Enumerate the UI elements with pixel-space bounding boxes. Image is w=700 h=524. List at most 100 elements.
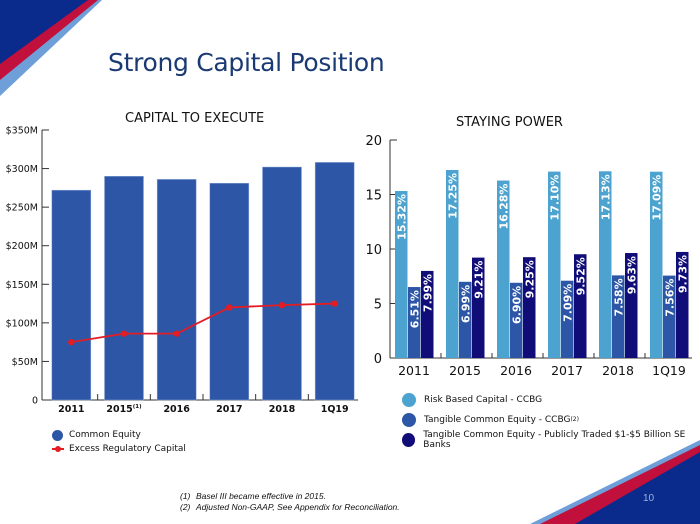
common-equity-bar — [104, 176, 144, 401]
left-y-tick-label: $150M — [6, 280, 38, 291]
legend-swatch-tce-peers — [402, 433, 416, 447]
staying-power-bar-series-1 — [459, 281, 472, 358]
right-y-tick-label: 10 — [365, 243, 382, 258]
left-x-tick-superscript: (1) — [133, 404, 142, 410]
page-number: 10 — [643, 493, 655, 504]
left-y-tick-label: $100M — [6, 318, 38, 329]
staying-power-bar-series-2 — [574, 254, 587, 358]
staying-power-bar-series-2 — [472, 257, 485, 358]
legend-item-tce-peers: Tangible Common Equity - Publicly Traded… — [402, 430, 700, 450]
left-x-tick-label-text: 2018 — [269, 404, 296, 415]
left-y-tick-label: $200M — [6, 241, 38, 252]
footnotes: (1) Basel III became effective in 2015. (… — [180, 491, 400, 513]
staying-power-data-label: 16.28% — [497, 184, 510, 230]
right-x-tick-label: 2018 — [602, 363, 634, 378]
staying-power-data-label: 7.58% — [612, 278, 625, 316]
staying-power-data-label: 7.09% — [561, 284, 574, 322]
staying-power-bar-series-0 — [548, 171, 561, 358]
legend-swatch-excess-capital — [52, 446, 64, 452]
left-x-tick-label-text: 2017 — [216, 404, 242, 415]
legend-label-tce-ccbg: Tangible Common Equity - CCBG — [424, 415, 571, 425]
right-y-tick-label: 15 — [365, 189, 382, 204]
right-x-tick-label: 2011 — [398, 363, 430, 378]
staying-power-bar-series-2 — [625, 253, 638, 358]
staying-power-bar-series-2 — [523, 257, 536, 358]
staying-power-bar-series-0 — [497, 180, 510, 358]
page-title: Strong Capital Position — [108, 48, 385, 77]
staying-power-data-label: 9.21% — [472, 261, 485, 299]
staying-power-bar-series-1 — [510, 282, 523, 358]
left-y-tick-label: 0 — [32, 396, 38, 407]
left-y-tick-label: $50M — [12, 357, 38, 368]
staying-power-bar-series-2 — [676, 251, 689, 358]
legend-superscript-tce-ccbg: (2) — [570, 415, 579, 423]
common-equity-bar — [51, 189, 92, 401]
staying-power-data-label: 6.90% — [510, 286, 523, 324]
left-y-tick-label: $250M — [6, 203, 38, 214]
left-y-tick-label: $300M — [6, 164, 38, 175]
left-y-tick-label: $350M — [6, 126, 38, 137]
common-equity-bar — [209, 182, 250, 401]
excess-regulatory-capital-point — [278, 301, 286, 309]
staying-power-data-label: 7.99% — [421, 274, 434, 312]
common-equity-bar — [156, 179, 197, 401]
right-y-tick-label: 0 — [374, 352, 382, 367]
right-x-tick-label: 2017 — [551, 363, 583, 378]
legend-label-risk-based: Risk Based Capital - CCBG — [424, 395, 543, 405]
common-equity-bar — [262, 166, 302, 401]
staying-power-data-label: 17.09% — [650, 175, 663, 221]
legend-swatch-tce-ccbg — [402, 413, 416, 427]
left-x-tick-label: 2018 — [269, 404, 296, 415]
right-x-tick-label: 2015 — [449, 363, 481, 378]
staying-power-bar-series-0 — [599, 171, 612, 358]
staying-power-bar-series-1 — [663, 275, 676, 358]
footnote-2: (2) Adjusted Non-GAAP, See Appendix for R… — [180, 502, 400, 513]
left-x-tick-label: 2016 — [163, 404, 190, 415]
top-left-navy-triangle — [0, 0, 88, 64]
excess-regulatory-capital-point — [226, 304, 233, 311]
footnote-2-number: (2) — [180, 502, 191, 512]
footnote-2-text: Adjusted Non-GAAP, See Appendix for Reco… — [196, 502, 400, 512]
staying-power-data-label: 17.10% — [548, 175, 561, 221]
staying-power-bar-series-0 — [395, 191, 408, 358]
staying-power-bar-series-2 — [421, 270, 434, 358]
right-chart-title: STAYING POWER — [456, 115, 563, 130]
left-x-tick-label: 2011 — [58, 404, 84, 415]
staying-power-data-label: 7.56% — [663, 279, 676, 317]
right-legend: Risk Based Capital - CCBG Tangible Commo… — [402, 390, 700, 450]
legend-item-risk-based: Risk Based Capital - CCBG — [402, 390, 700, 410]
footnote-1: (1) Basel III became effective in 2015. — [180, 491, 400, 502]
common-equity-bar — [314, 162, 355, 401]
left-x-tick-label-text: 2016 — [163, 404, 190, 415]
legend-label-common-equity: Common Equity — [69, 430, 141, 440]
staying-power-data-label: 15.32% — [395, 194, 408, 240]
staying-power-bar-series-1 — [561, 280, 574, 358]
left-chart-title: CAPITAL TO EXECUTE — [125, 111, 265, 126]
left-x-tick-label-text: 2011 — [58, 404, 84, 415]
legend-item-common-equity: Common Equity — [52, 428, 186, 442]
legend-swatch-risk-based — [402, 393, 416, 407]
staying-power-data-label: 17.25% — [446, 173, 459, 219]
staying-power-data-label: 9.52% — [574, 257, 587, 295]
footnote-1-number: (1) — [180, 491, 191, 501]
left-x-tick-label: 2015(1) — [106, 404, 142, 415]
staying-power-bar-series-1 — [612, 275, 625, 358]
legend-label-excess-capital: Excess Regulatory Capital — [69, 444, 186, 454]
bottom-right-navy-triangle — [575, 452, 700, 524]
right-x-tick-label: 2016 — [500, 363, 532, 378]
staying-power-data-label: 9.63% — [625, 256, 638, 294]
left-legend: Common Equity Excess Regulatory Capital — [52, 428, 186, 456]
staying-power-bar-series-1 — [408, 287, 421, 358]
legend-swatch-common-equity — [52, 429, 63, 441]
staying-power-bar-series-0 — [650, 171, 663, 358]
right-x-tick-label: 1Q19 — [652, 363, 686, 378]
excess-regulatory-capital-point — [173, 330, 180, 337]
staying-power-bar-series-0 — [446, 169, 459, 358]
staying-power-data-label: 6.51% — [408, 290, 421, 328]
legend-item-tce-ccbg: Tangible Common Equity - CCBG (2) — [402, 410, 700, 430]
staying-power-data-label: 9.73% — [676, 255, 689, 293]
left-x-tick-label: 1Q19 — [321, 404, 349, 415]
